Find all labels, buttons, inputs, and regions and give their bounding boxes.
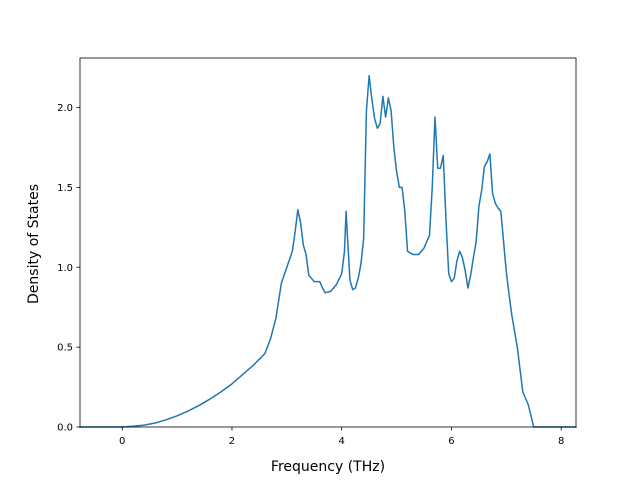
x-tick-label: 2: [229, 436, 235, 447]
y-tick-label: 1.0: [57, 263, 73, 274]
x-tick-label: 0: [119, 436, 125, 447]
x-tick-label: 4: [339, 436, 345, 447]
y-tick-label: 0.0: [57, 423, 73, 434]
dos-series-line: [79, 74, 577, 428]
axes-frame: 0 2 4 6 8 0.0 0.5 1.0 1.5 2.0: [57, 57, 577, 447]
y-axis-label: Density of States: [26, 184, 42, 304]
plot-border: [79, 57, 577, 428]
plot-area: [79, 74, 577, 428]
y-tick-label: 2.0: [57, 103, 73, 114]
y-tick-label: 0.5: [57, 343, 73, 354]
x-axis-label: Frequency (THz): [271, 459, 385, 475]
y-tick-label: 1.5: [57, 183, 73, 194]
x-tick-label: 6: [448, 436, 454, 447]
x-tick-label: 8: [558, 436, 564, 447]
